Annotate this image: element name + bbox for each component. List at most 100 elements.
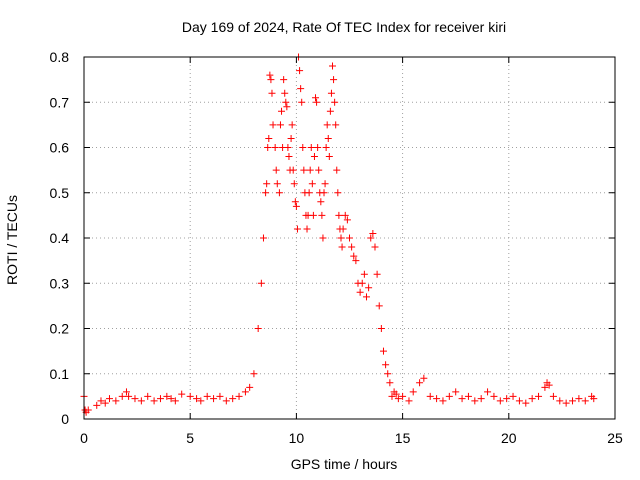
data-point [471, 397, 479, 405]
data-point [312, 94, 320, 102]
data-point [371, 243, 379, 251]
data-point [350, 252, 358, 260]
data-point [275, 189, 283, 197]
data-point [280, 76, 288, 84]
data-point [281, 89, 289, 97]
y-tick-label: 0.8 [50, 49, 70, 65]
data-point [125, 392, 133, 400]
data-point [394, 395, 402, 403]
x-axis-label: GPS time / hours [291, 456, 398, 472]
data-point [382, 361, 390, 369]
data-point [405, 397, 413, 405]
data-point [171, 397, 179, 405]
data-point [445, 392, 453, 400]
data-point [528, 395, 536, 403]
data-point [84, 406, 92, 414]
data-point [210, 395, 218, 403]
data-points [80, 53, 598, 416]
data-point [375, 302, 383, 310]
data-point [535, 392, 543, 400]
data-point [341, 211, 349, 219]
data-point [335, 211, 343, 219]
data-point [556, 397, 564, 405]
data-point [287, 134, 295, 142]
data-point [203, 392, 211, 400]
data-point [452, 388, 460, 396]
data-point [325, 153, 333, 161]
data-point [278, 107, 286, 115]
data-point [197, 397, 205, 405]
data-point [93, 401, 101, 409]
data-point [330, 76, 338, 84]
data-point [348, 243, 356, 251]
data-point [296, 67, 304, 75]
x-tick-label: 20 [501, 430, 517, 446]
data-point [464, 392, 472, 400]
data-point [315, 166, 323, 174]
data-point [356, 288, 364, 296]
data-point [362, 293, 370, 301]
data-point [300, 166, 308, 174]
data-point [392, 390, 400, 398]
data-point [178, 390, 186, 398]
data-point [352, 257, 360, 265]
data-point [272, 166, 280, 174]
data-point [112, 397, 120, 405]
data-point [346, 234, 353, 242]
y-tick-label: 0 [61, 411, 69, 427]
data-point [379, 347, 387, 355]
data-point [298, 98, 306, 106]
x-tick-label: 10 [289, 430, 305, 446]
data-point [339, 225, 347, 233]
data-point [326, 107, 334, 115]
data-point [477, 395, 485, 403]
data-point [229, 395, 237, 403]
data-point [268, 89, 276, 97]
data-point [409, 388, 417, 396]
data-point [118, 392, 126, 400]
data-point [420, 374, 428, 382]
data-point [322, 144, 330, 151]
data-point [306, 166, 314, 174]
data-point [320, 189, 328, 197]
x-tick-label: 5 [186, 430, 194, 446]
data-point [334, 189, 342, 197]
data-point [332, 121, 340, 129]
data-point [163, 392, 171, 400]
chart-title: Day 169 of 2024, Rate Of TEC Index for r… [182, 19, 506, 35]
data-point [324, 134, 332, 142]
data-point [313, 98, 321, 106]
data-point [292, 202, 300, 210]
data-point [276, 121, 284, 129]
data-point [399, 392, 407, 400]
data-point [323, 121, 331, 129]
data-point [265, 134, 273, 142]
data-point [283, 103, 291, 111]
data-point [439, 397, 447, 405]
data-point [329, 62, 337, 70]
data-point [246, 383, 254, 391]
data-point [327, 89, 335, 97]
data-point [299, 144, 307, 151]
data-point [321, 180, 329, 188]
data-point [365, 284, 373, 292]
data-point [562, 399, 570, 407]
y-tick-label: 0.1 [50, 366, 70, 382]
data-point [144, 392, 152, 400]
data-point [367, 234, 375, 242]
data-point [338, 243, 346, 251]
data-point [186, 392, 194, 400]
data-point [254, 325, 262, 332]
y-tick-label: 0.7 [50, 94, 70, 110]
data-point [522, 399, 530, 407]
data-point [319, 234, 327, 242]
data-point [581, 397, 589, 405]
data-point [575, 395, 583, 403]
data-point [105, 395, 113, 403]
data-point [384, 370, 392, 378]
data-point [458, 395, 466, 403]
data-point [267, 76, 275, 84]
y-tick-label: 0.4 [50, 230, 70, 246]
data-point [284, 144, 292, 151]
data-point [333, 166, 341, 174]
